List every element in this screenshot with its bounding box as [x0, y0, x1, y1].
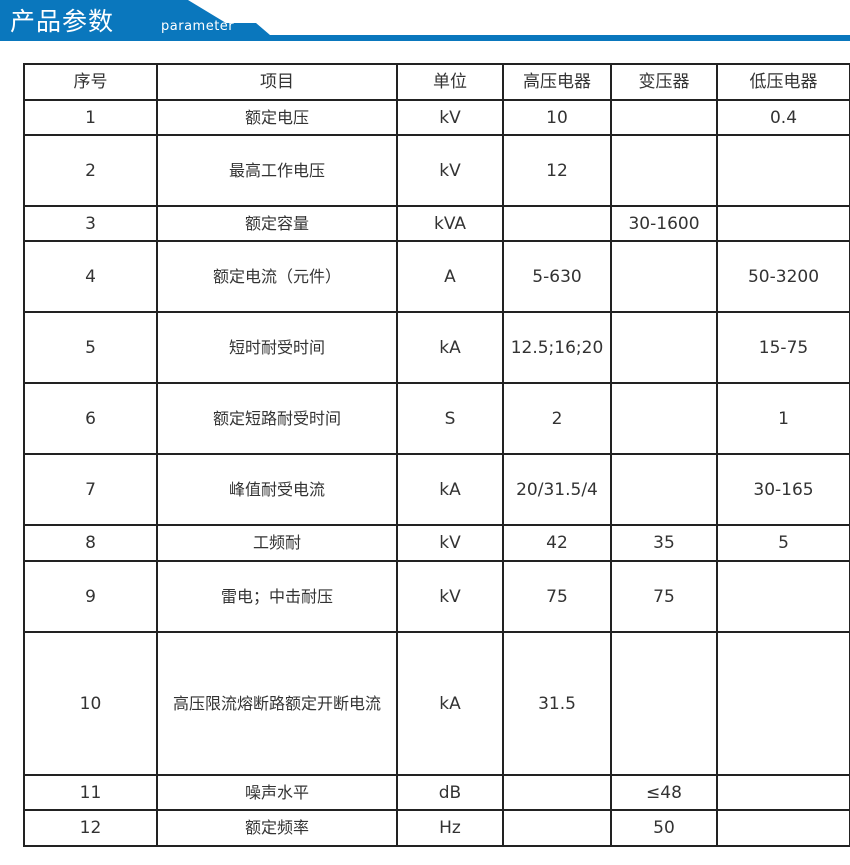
table-cell: kV	[396, 99, 504, 136]
table-cell	[610, 631, 718, 776]
table-cell	[610, 311, 718, 384]
table-row: 4 额定电流（元件） A 5-630 50-3200	[23, 240, 850, 313]
table-cell: kV	[396, 524, 504, 562]
table-row: 6 额定短路耐受时间 S 2 1	[23, 382, 850, 455]
table-cell: 噪声水平	[156, 774, 398, 811]
table-cell: S	[396, 382, 504, 455]
table-cell: 8	[23, 524, 158, 562]
table-cell: A	[396, 240, 504, 313]
table-cell: kV	[396, 560, 504, 633]
table-cell: 12	[502, 134, 612, 207]
table-row: 1 额定电压 kV 10 0.4	[23, 99, 850, 136]
table-cell	[716, 809, 850, 847]
table-row: 12 额定频率 Hz 50	[23, 809, 850, 847]
table-cell: kV	[396, 134, 504, 207]
table-row: 2 最高工作电压 kV 12	[23, 134, 850, 207]
table-cell	[610, 382, 718, 455]
table-cell: 9	[23, 560, 158, 633]
table-cell	[716, 631, 850, 776]
table-cell: kA	[396, 311, 504, 384]
column-header: 高压电器	[502, 63, 612, 101]
table-cell: 峰值耐受电流	[156, 453, 398, 526]
column-header: 序号	[23, 63, 158, 101]
table-cell: 最高工作电压	[156, 134, 398, 207]
table-cell	[716, 205, 850, 242]
table-cell: 10	[502, 99, 612, 136]
table-cell: 6	[23, 382, 158, 455]
section-header: 产品参数 parameter	[0, 0, 850, 42]
parameter-table: 序号 项目 单位 高压电器 变压器 低压电器 1 额定电压 kV 10 0.4 2 最高工作电压 kV 1…	[23, 63, 850, 847]
column-header: 项目	[156, 63, 398, 101]
table-cell	[716, 134, 850, 207]
table-cell	[610, 240, 718, 313]
table-cell: 10	[23, 631, 158, 776]
table-cell: 短时耐受时间	[156, 311, 398, 384]
table-cell: 12	[23, 809, 158, 847]
table-cell: 0.4	[716, 99, 850, 136]
header-banner	[0, 0, 850, 41]
table-cell: 4	[23, 240, 158, 313]
table-cell: 75	[610, 560, 718, 633]
table-cell: 工频耐	[156, 524, 398, 562]
column-header: 低压电器	[716, 63, 850, 101]
table-row: 10 高压限流熔断路额定开断电流 kA 31.5	[23, 631, 850, 776]
table-cell: 5-630	[502, 240, 612, 313]
table-cell: 额定短路耐受时间	[156, 382, 398, 455]
table-cell: ≤48	[610, 774, 718, 811]
table-cell	[610, 453, 718, 526]
table-cell: Hz	[396, 809, 504, 847]
table-cell: 高压限流熔断路额定开断电流	[156, 631, 398, 776]
table-cell: 额定电流（元件）	[156, 240, 398, 313]
table-cell: 15-75	[716, 311, 850, 384]
table-cell: 5	[716, 524, 850, 562]
table-cell: 50-3200	[716, 240, 850, 313]
section-subtitle: parameter	[161, 19, 235, 34]
table-cell: 5	[23, 311, 158, 384]
table-cell: 30-165	[716, 453, 850, 526]
table-cell: 3	[23, 205, 158, 242]
table-cell: 75	[502, 560, 612, 633]
column-header: 变压器	[610, 63, 718, 101]
table-row: 8 工频耐 kV 42 35 5	[23, 524, 850, 562]
table-cell	[502, 205, 612, 242]
table-cell	[502, 809, 612, 847]
table-cell: 31.5	[502, 631, 612, 776]
table-row: 9 雷电；中击耐压 kV 75 75	[23, 560, 850, 633]
table-cell: 12.5;16;20	[502, 311, 612, 384]
table-cell: 30-1600	[610, 205, 718, 242]
table-cell: 2	[23, 134, 158, 207]
table-cell: 20/31.5/4	[502, 453, 612, 526]
table-row: 5 短时耐受时间 kA 12.5;16;20 15-75	[23, 311, 850, 384]
table-cell: 7	[23, 453, 158, 526]
table-cell: 雷电；中击耐压	[156, 560, 398, 633]
table-row: 3 额定容量 kVA 30-1600	[23, 205, 850, 242]
table-cell: 42	[502, 524, 612, 562]
table-cell	[502, 774, 612, 811]
table-cell: 11	[23, 774, 158, 811]
table-cell	[716, 774, 850, 811]
table-cell: 35	[610, 524, 718, 562]
table-cell: 1	[23, 99, 158, 136]
table-cell	[716, 560, 850, 633]
table-cell: dB	[396, 774, 504, 811]
table-cell	[610, 134, 718, 207]
table-header-row: 序号 项目 单位 高压电器 变压器 低压电器	[23, 63, 850, 101]
table-cell: 50	[610, 809, 718, 847]
section-title: 产品参数	[10, 7, 115, 36]
table-cell: 额定电压	[156, 99, 398, 136]
table-cell: 1	[716, 382, 850, 455]
table-cell: 额定容量	[156, 205, 398, 242]
table-cell	[610, 99, 718, 136]
table-cell: 2	[502, 382, 612, 455]
table-cell: kA	[396, 631, 504, 776]
table-cell: kA	[396, 453, 504, 526]
table-row: 7 峰值耐受电流 kA 20/31.5/4 30-165	[23, 453, 850, 526]
table-row: 11 噪声水平 dB ≤48	[23, 774, 850, 811]
table-cell: kVA	[396, 205, 504, 242]
column-header: 单位	[396, 63, 504, 101]
table-cell: 额定频率	[156, 809, 398, 847]
